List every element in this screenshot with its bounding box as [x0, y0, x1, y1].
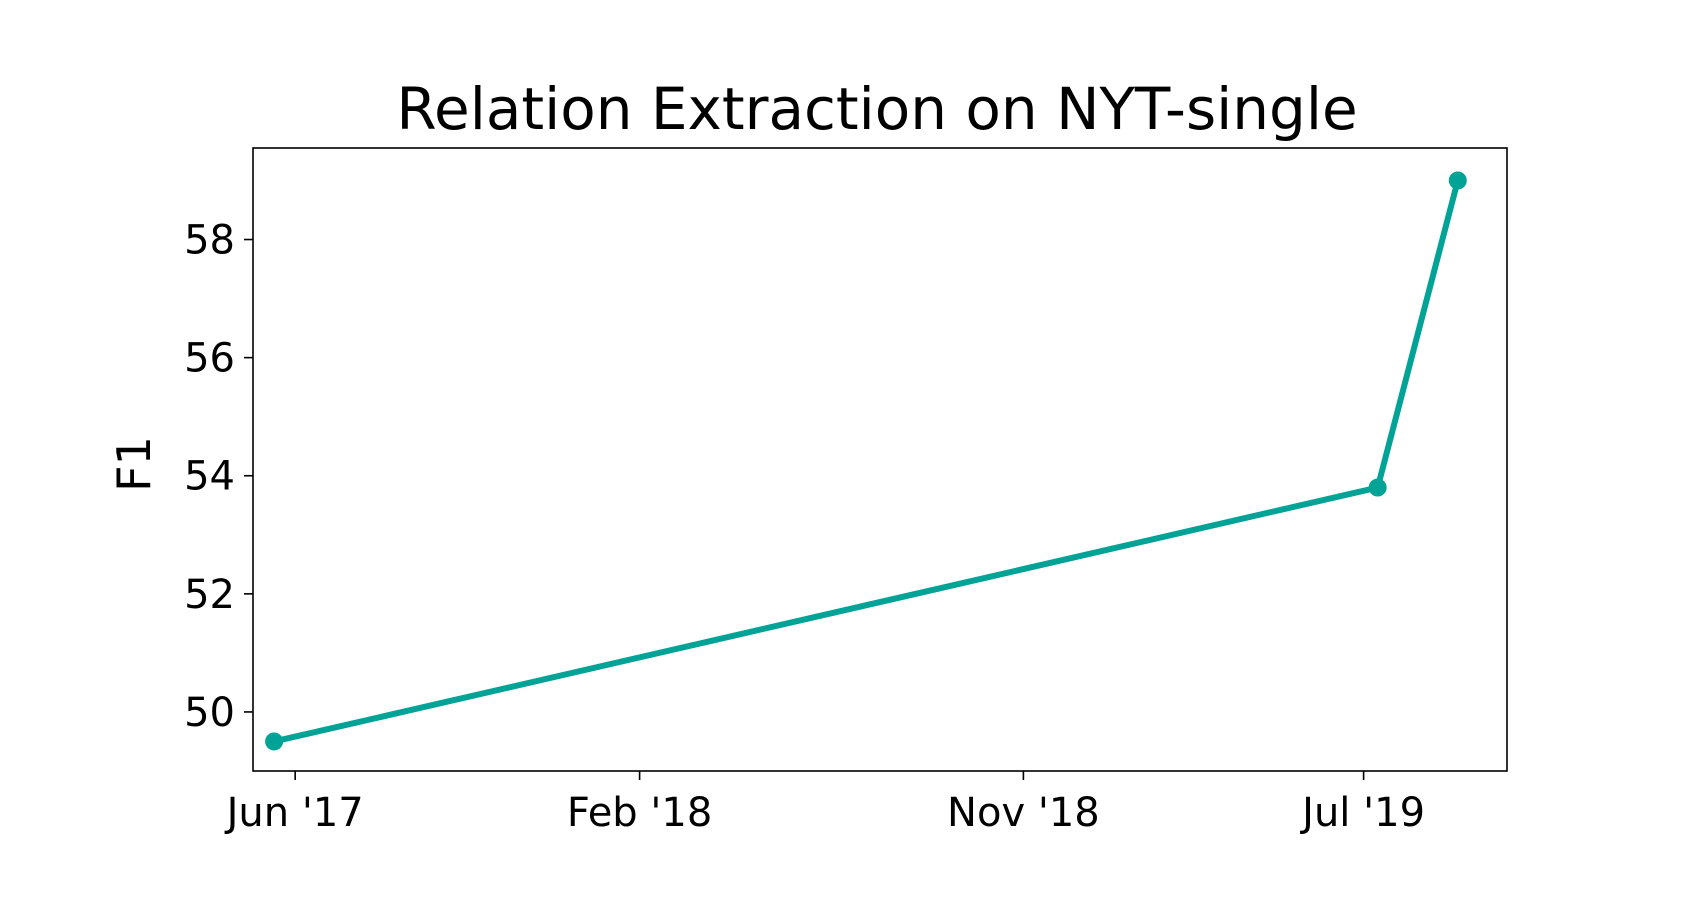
x-tick-label: Nov '18 — [947, 790, 1100, 836]
x-tick-label: Feb '18 — [567, 790, 712, 836]
y-tick-label: 56 — [184, 336, 235, 382]
x-tick-label: Jun '17 — [224, 790, 364, 836]
data-point — [1368, 478, 1387, 497]
y-tick-label: 52 — [184, 572, 235, 618]
y-tick-label: 54 — [184, 454, 235, 500]
data-point — [1448, 171, 1467, 190]
chart-title: Relation Extraction on NYT-single — [396, 75, 1357, 143]
y-tick-label: 58 — [184, 218, 235, 264]
y-tick-label: 50 — [184, 690, 235, 736]
y-axis-label: F1 — [107, 436, 161, 492]
x-tick-label: Jul '19 — [1299, 790, 1425, 836]
data-point — [265, 732, 284, 751]
plot-area — [252, 147, 1508, 772]
series-line — [271, 177, 1461, 745]
